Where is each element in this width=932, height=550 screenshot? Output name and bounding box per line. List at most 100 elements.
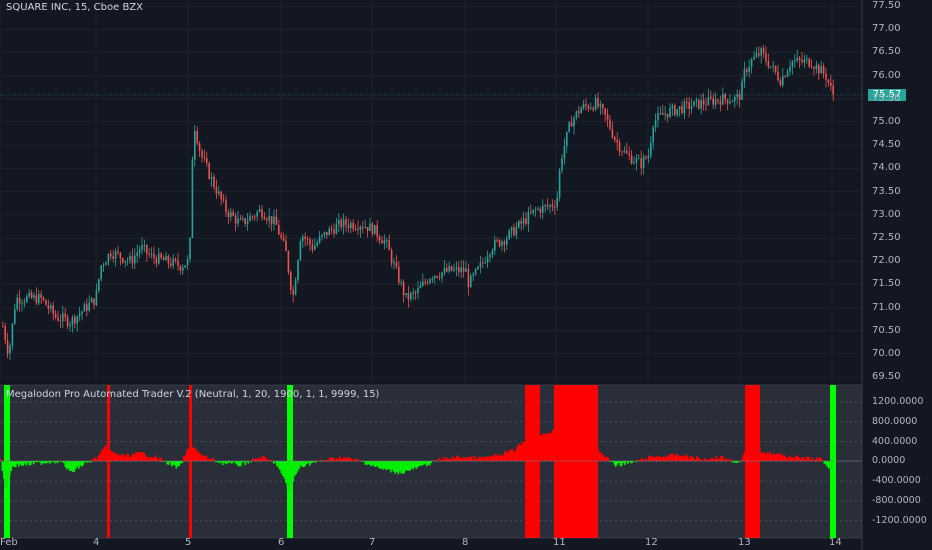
indicator-bar — [751, 436, 754, 461]
indicator-bar — [84, 461, 86, 463]
indicator-bar — [522, 441, 524, 461]
indicator-bar — [568, 432, 571, 461]
candle — [424, 281, 426, 283]
candle — [393, 262, 395, 264]
indicator-bar — [417, 461, 419, 468]
candle — [702, 100, 705, 105]
candle — [220, 191, 222, 200]
indicator-bar — [714, 459, 716, 461]
indicator-bar — [763, 452, 766, 461]
candle — [623, 150, 626, 153]
candle — [196, 130, 198, 144]
indicator-bar — [793, 458, 796, 461]
indicator-bar — [685, 454, 688, 461]
indicator-bar — [630, 461, 632, 464]
indicator-tick: 0.0000 — [872, 455, 906, 467]
candle — [534, 209, 537, 211]
indicator-bar — [735, 461, 737, 463]
candle — [374, 225, 376, 235]
price-tick: 72.50 — [872, 232, 901, 243]
indicator-bar — [111, 450, 113, 461]
candle — [753, 56, 755, 60]
indicator-bar — [681, 456, 683, 461]
indicator-bar — [85, 461, 88, 463]
candle — [556, 197, 558, 208]
indicator-bar — [328, 457, 331, 461]
indicator-bar — [576, 431, 578, 461]
indicator-bar — [768, 453, 770, 461]
indicator-bar — [496, 456, 499, 461]
date-tick: 11 — [553, 537, 566, 548]
candle — [38, 293, 40, 304]
indicator-bar — [513, 450, 515, 461]
candle — [717, 99, 719, 102]
indicator-bar — [133, 454, 136, 461]
indicator-bar — [237, 461, 239, 466]
indicator-bar — [270, 460, 272, 461]
candle — [71, 317, 74, 325]
candle — [633, 162, 635, 164]
candle — [537, 208, 539, 210]
indicator-bar — [151, 458, 154, 461]
indicator-bar — [174, 461, 176, 466]
candle — [784, 76, 786, 78]
candle — [582, 104, 585, 109]
indicator-bar — [433, 460, 436, 462]
candle — [110, 253, 112, 257]
indicator-bar — [831, 461, 833, 470]
candle — [18, 297, 21, 304]
indicator-bar — [424, 461, 427, 464]
indicator-bar — [529, 439, 532, 461]
candle — [364, 226, 366, 228]
indicator-bar — [336, 458, 338, 461]
candle — [419, 285, 422, 289]
candle — [86, 304, 88, 311]
indicator-bar — [187, 448, 190, 461]
indicator-bar — [495, 453, 497, 461]
candle — [755, 53, 758, 57]
indicator-bar — [400, 461, 403, 474]
candle — [414, 292, 417, 294]
indicator-bar — [219, 461, 221, 464]
indicator-bar — [184, 455, 187, 461]
indicator-bar — [609, 461, 611, 462]
candle — [160, 253, 162, 258]
candle — [155, 258, 158, 264]
candle — [93, 298, 95, 305]
candle — [594, 98, 597, 110]
indicator-bar — [396, 461, 398, 472]
indicator-bar — [78, 461, 80, 469]
candle — [798, 57, 801, 60]
candle — [278, 224, 280, 235]
candle — [460, 267, 462, 273]
indicator-bar — [562, 430, 565, 461]
indicator-bar — [549, 433, 551, 461]
indicator-bar — [331, 457, 334, 461]
candle — [107, 253, 110, 263]
candle — [496, 240, 498, 242]
indicator-bar — [664, 457, 667, 461]
indicator-bar — [256, 459, 259, 461]
indicator-bar — [607, 457, 610, 461]
indicator-bar — [574, 431, 577, 461]
indicator-bar — [246, 461, 248, 462]
candle — [323, 231, 326, 235]
indicator-bar — [661, 457, 664, 461]
candle — [779, 80, 782, 86]
indicator-tick: -400.0000 — [872, 475, 921, 487]
indicator-bar — [274, 461, 277, 463]
candle — [33, 295, 35, 298]
indicator-bar — [22, 461, 25, 466]
indicator-bar — [387, 461, 389, 470]
indicator-bar — [198, 451, 200, 461]
indicator-bar — [660, 457, 662, 461]
indicator-bar — [147, 456, 149, 461]
candle — [609, 119, 611, 129]
indicator-bar — [388, 461, 391, 470]
indicator-bar — [744, 451, 746, 461]
candle — [825, 73, 827, 80]
indicator-bar — [532, 438, 535, 461]
indicator-bar — [631, 461, 634, 463]
indicator-bar — [624, 461, 626, 465]
